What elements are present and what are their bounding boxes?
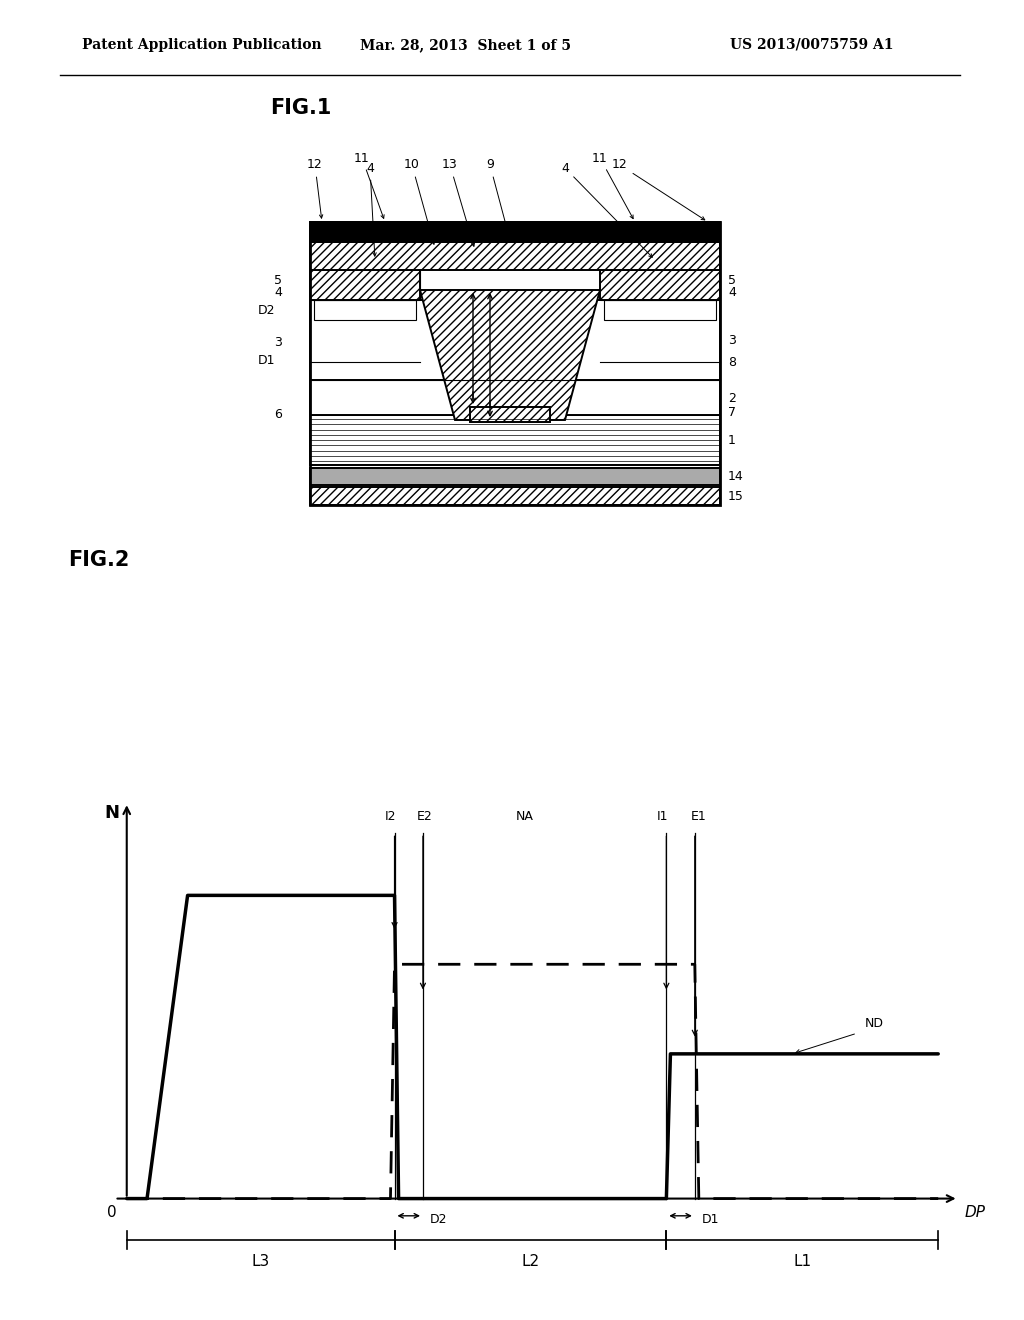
Text: D1: D1 [701,1213,719,1226]
Text: E1: E1 [691,810,707,822]
Text: FIG.1: FIG.1 [270,98,332,117]
Bar [310,222,720,242]
Text: NA: NA [515,810,534,822]
Text: 11: 11 [354,152,384,218]
Text: 5: 5 [274,273,282,286]
Bar [310,271,420,300]
Text: 10: 10 [404,158,434,244]
Text: 5: 5 [728,273,736,286]
Text: 11: 11 [592,152,633,219]
Text: 4: 4 [274,286,282,300]
Bar [310,271,420,300]
Text: ND: ND [865,1016,884,1030]
Bar [310,242,720,271]
Text: Patent Application Publication: Patent Application Publication [82,38,322,51]
Text: 14: 14 [728,470,743,483]
Bar [310,469,720,484]
Text: L2: L2 [521,1254,540,1269]
Bar [604,300,716,319]
Text: 4: 4 [561,161,652,257]
Bar [310,380,720,414]
Text: 4: 4 [366,161,376,256]
Text: 6: 6 [274,408,282,421]
Text: 7: 7 [728,407,736,420]
Text: US 2013/0075759 A1: US 2013/0075759 A1 [730,38,894,51]
Text: E2: E2 [417,810,432,822]
Text: 1: 1 [728,433,736,446]
Bar [310,300,720,380]
Text: L1: L1 [794,1254,811,1269]
Bar [470,407,550,422]
Polygon shape [420,290,600,420]
Text: I2: I2 [385,810,396,822]
Text: D2: D2 [429,1213,446,1226]
Text: DP: DP [965,1205,985,1220]
Text: 2: 2 [728,392,736,404]
Text: D2: D2 [257,304,275,317]
Text: D1: D1 [257,354,275,367]
Text: 12: 12 [307,158,323,218]
Text: I1: I1 [656,810,668,822]
Text: 3: 3 [728,334,736,346]
Text: 3: 3 [274,335,282,348]
Text: 15: 15 [728,490,743,503]
Bar [600,271,720,300]
Bar [314,300,416,319]
Text: N: N [104,804,120,821]
Text: Mar. 28, 2013  Sheet 1 of 5: Mar. 28, 2013 Sheet 1 of 5 [360,38,571,51]
Text: 12: 12 [612,158,705,220]
Text: L3: L3 [252,1254,269,1269]
Bar [600,271,720,300]
Text: 9: 9 [486,158,510,236]
Bar [310,222,720,506]
Text: 13: 13 [442,158,474,247]
Text: FIG.2: FIG.2 [68,550,129,570]
Bar [310,414,720,465]
Text: 8: 8 [728,355,736,368]
Text: 0: 0 [108,1205,117,1220]
Text: 4: 4 [728,285,736,298]
Bar [310,487,720,506]
